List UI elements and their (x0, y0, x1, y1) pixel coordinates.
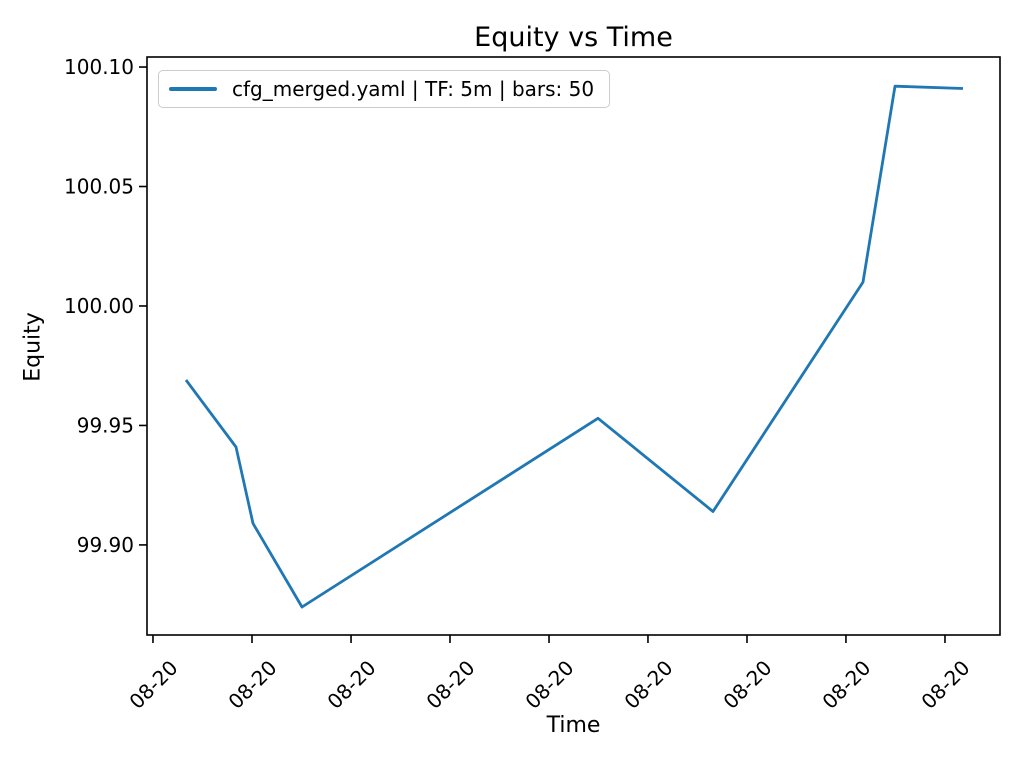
x-tick-label: 08-20 (421, 656, 479, 714)
y-tick-label: 100.10 (64, 55, 134, 79)
y-tick-label: 99.95 (77, 413, 134, 437)
axes-spines (146, 56, 1001, 636)
legend-label: cfg_merged.yaml | TF: 5m | bars: 50 (232, 77, 595, 101)
equity-line (184, 84, 964, 609)
x-tick-label: 08-20 (124, 656, 182, 714)
y-axis-label: Equity (20, 312, 46, 382)
legend: cfg_merged.yaml | TF: 5m | bars: 50 (158, 70, 611, 108)
y-tick-label: 100.05 (64, 175, 134, 199)
x-tick-label: 08-20 (619, 656, 677, 714)
x-axis-label: Time (546, 713, 601, 738)
y-tick-label: 99.90 (77, 533, 134, 557)
x-tick-label: 08-20 (718, 656, 776, 714)
x-tick-label: 08-20 (520, 656, 578, 714)
x-tick-label: 08-20 (817, 656, 875, 714)
x-tick-label: 08-20 (916, 656, 974, 714)
legend-line-sample (169, 87, 217, 91)
y-tick-label: 100.00 (64, 294, 134, 318)
x-tick-label: 08-20 (223, 656, 281, 714)
chart-title: Equity vs Time (474, 22, 673, 53)
x-tick-label: 08-20 (323, 656, 381, 714)
